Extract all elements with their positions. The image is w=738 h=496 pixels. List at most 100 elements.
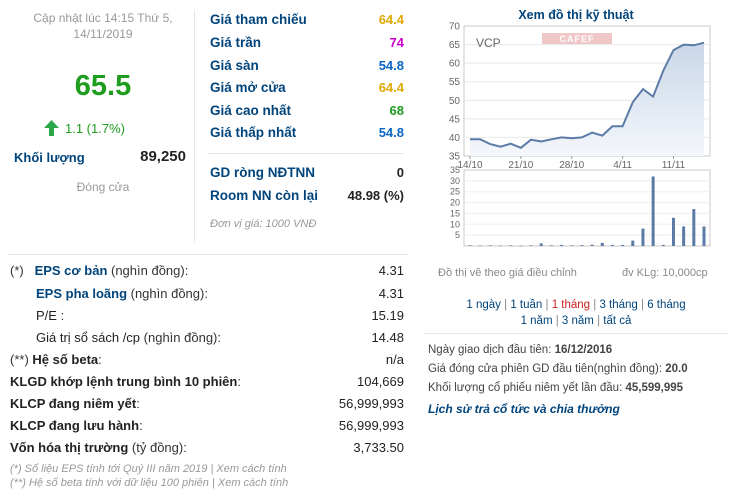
fin-value: 15.19 bbox=[371, 308, 404, 323]
fin-value: 4.31 bbox=[378, 286, 404, 301]
volume-bar bbox=[692, 209, 696, 246]
fin-value: 14.48 bbox=[371, 330, 404, 345]
volume-bar bbox=[509, 245, 513, 246]
footnote-eps[interactable]: (*) Số liệu EPS tính tới Quý III năm 201… bbox=[10, 463, 287, 475]
first-trade-date-label: Ngày giao dịch đầu tiên: bbox=[428, 344, 555, 356]
volume-tick-label: 10 bbox=[450, 219, 460, 229]
foreign-net-label: GD ròng NĐTNN bbox=[210, 165, 315, 180]
volume-bar bbox=[488, 245, 492, 246]
volume-bar bbox=[682, 226, 686, 246]
fin-suffix: : bbox=[139, 418, 143, 433]
price-value: 68 bbox=[389, 103, 404, 118]
volume-tick-label: 25 bbox=[450, 187, 460, 197]
range-1-day[interactable]: 1 ngày bbox=[466, 299, 501, 311]
volume-bar bbox=[560, 244, 564, 246]
initial-listing-value: 45,599,995 bbox=[625, 382, 684, 394]
x-tick-label: 14/10 bbox=[457, 160, 482, 171]
volume-bar bbox=[631, 240, 635, 246]
fin-value: n/a bbox=[385, 352, 404, 367]
fin-row-beta: (**) Hệ số beta: n/a bbox=[10, 352, 404, 372]
fin-label: EPS pha loãng bbox=[36, 286, 128, 301]
fin-label: EPS cơ bản bbox=[34, 263, 108, 278]
price-row-open: Giá mở cửa 64.4 bbox=[210, 80, 404, 100]
price-label: Giá thấp nhất bbox=[210, 125, 297, 140]
volume-bar bbox=[539, 243, 543, 246]
range-1-month[interactable]: 1 tháng bbox=[551, 299, 591, 311]
foreign-room-row: Room NN còn lại 48.98 (%) bbox=[210, 188, 404, 208]
volume-label: Khối lượng bbox=[14, 150, 85, 165]
divider bbox=[424, 333, 728, 334]
price-label: Giá cao nhất bbox=[210, 103, 292, 118]
price-tick-label: 70 bbox=[449, 22, 461, 33]
initial-listing-label: Khối lượng cổ phiếu niêm yết lần đầu: bbox=[428, 382, 626, 394]
volume-bar bbox=[661, 244, 665, 246]
range-all[interactable]: tất cả bbox=[603, 315, 632, 327]
price-value: 64.4 bbox=[378, 12, 404, 27]
volume-bar bbox=[478, 245, 482, 247]
fin-suffix: (nghìn đồng): bbox=[107, 263, 189, 278]
range-1-year[interactable]: 1 năm bbox=[520, 315, 553, 327]
volume-value: 89,250 bbox=[140, 148, 186, 165]
range-3-years[interactable]: 3 năm bbox=[561, 315, 594, 327]
volume-bar bbox=[702, 226, 706, 246]
fin-label: Giá trị sổ sách /cp bbox=[36, 330, 141, 345]
range-1-week[interactable]: 1 tuần bbox=[510, 299, 543, 311]
price-change: 1.1 (1.7%) bbox=[44, 120, 125, 138]
price-label: Giá trần bbox=[210, 35, 262, 50]
first-trade-date-row: Ngày giao dịch đầu tiên: 16/12/2016 bbox=[428, 341, 688, 360]
chart-title[interactable]: Xem đồ thị kỹ thuật bbox=[518, 8, 634, 22]
volume-bar bbox=[529, 245, 533, 246]
foreign-room-label: Room NN còn lại bbox=[210, 188, 319, 203]
session-status: Đóng cửa bbox=[76, 180, 130, 194]
foreign-room-value: 48.98 (%) bbox=[347, 188, 404, 203]
update-time-line1: Cập nhật lúc 14:15 Thứ 5, bbox=[33, 11, 173, 25]
volume-bar bbox=[580, 245, 584, 246]
fin-suffix: (nghìn đồng): bbox=[127, 286, 208, 301]
fin-value: 4.31 bbox=[378, 263, 404, 278]
price-value: 74 bbox=[389, 35, 404, 50]
listing-info: Ngày giao dịch đầu tiên: 16/12/2016 Giá … bbox=[428, 341, 688, 398]
fin-suffix: : bbox=[98, 352, 102, 367]
fin-label: KLGD khớp lệnh trung bình 10 phiên bbox=[10, 374, 238, 389]
price-tick-label: 60 bbox=[449, 59, 461, 70]
price-row-low: Giá thấp nhất 54.8 bbox=[210, 125, 404, 145]
range-6-months[interactable]: 6 tháng bbox=[647, 299, 686, 311]
chart-caption-right: đv KLg: 10,000cp bbox=[622, 267, 708, 279]
divider bbox=[208, 153, 404, 154]
fin-value: 56,999,993 bbox=[338, 396, 404, 411]
foreign-net-value: 0 bbox=[396, 165, 404, 180]
volume-bar bbox=[519, 245, 523, 247]
price-value: 64.4 bbox=[378, 80, 404, 95]
fin-label: Hệ số beta bbox=[32, 352, 99, 367]
price-value: 54.8 bbox=[378, 58, 404, 73]
fin-value: 56,999,993 bbox=[338, 418, 404, 433]
fin-prefix: (**) bbox=[10, 352, 29, 367]
fin-suffix: : bbox=[56, 308, 65, 323]
fin-label: KLCP đang niêm yết bbox=[10, 396, 137, 411]
volume-tick-label: 5 bbox=[455, 230, 460, 240]
current-price: 65.5 bbox=[74, 70, 132, 102]
price-tick-label: 40 bbox=[449, 133, 461, 144]
fin-row-book-value: Giá trị sổ sách /cp (nghìn đồng): 14.48 bbox=[10, 330, 404, 350]
footnote-beta[interactable]: (**) Hệ số beta tính với dữ liệu 100 phi… bbox=[10, 477, 289, 489]
volume-bar bbox=[570, 245, 574, 246]
first-close-value: 20.0 bbox=[665, 363, 688, 375]
fin-suffix: (nghìn đồng): bbox=[140, 330, 221, 345]
fin-row-eps-basic: (*) EPS cơ bản (nghìn đồng): 4.31 bbox=[10, 263, 404, 283]
ticker-label: VCP bbox=[476, 36, 501, 50]
price-label: Giá sàn bbox=[210, 58, 259, 73]
volume-bar bbox=[671, 217, 675, 246]
fin-label: Vốn hóa thị trường bbox=[10, 440, 129, 455]
range-selector: 1 ngày | 1 tuần | 1 tháng | 3 tháng | 6 … bbox=[466, 299, 686, 327]
foreign-net-row: GD ròng NĐTNN 0 bbox=[210, 165, 404, 185]
dividend-history-link[interactable]: Lịch sử trả cổ tức và chia thưởng bbox=[428, 402, 620, 416]
volume-bar bbox=[468, 245, 472, 246]
price-row-floor: Giá sàn 54.8 bbox=[210, 58, 404, 78]
fin-suffix: : bbox=[237, 374, 241, 389]
fin-row-pe: P/E : 15.19 bbox=[10, 308, 404, 328]
first-close-label: Giá đóng cửa phiên GD đầu tiên(nghìn đồn… bbox=[428, 363, 666, 375]
range-3-months[interactable]: 3 tháng bbox=[599, 299, 638, 311]
fin-prefix: (*) bbox=[10, 263, 24, 278]
price-value: 54.8 bbox=[378, 125, 404, 140]
